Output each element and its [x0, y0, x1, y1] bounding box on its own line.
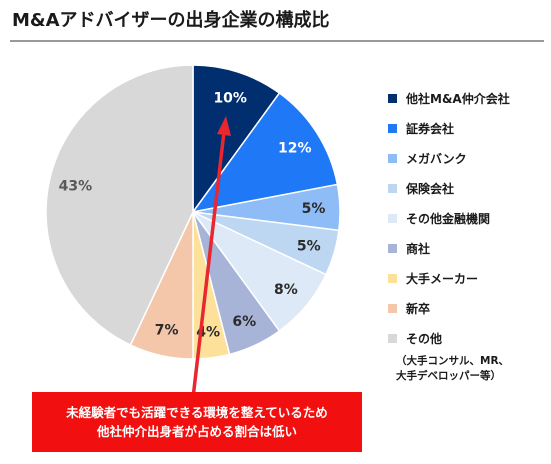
- legend-swatch: [388, 214, 397, 223]
- callout-line-1: 未経験者でも活躍できる環境を整えているため: [66, 405, 328, 420]
- title-underline: [10, 40, 544, 42]
- legend-label: 新卒: [406, 302, 431, 316]
- legend-label: 商社: [406, 242, 431, 256]
- legend-swatch: [388, 154, 397, 163]
- slice-label-8: 43%: [59, 179, 93, 195]
- legend-label: 証券会社: [406, 122, 455, 136]
- legend-swatch: [388, 334, 397, 343]
- legend-label: 他社M&A仲介会社: [406, 92, 510, 106]
- legend-swatch: [388, 244, 397, 253]
- callout-box: 未経験者でも活躍できる環境を整えているため 他社仲介出身者が占める割合は低い: [32, 392, 362, 452]
- slice-label-4: 8%: [274, 282, 298, 298]
- legend-swatch: [388, 304, 397, 313]
- legend-swatch: [388, 94, 397, 103]
- legend-label: 大手メーカー: [406, 272, 479, 286]
- slice-label-1: 12%: [278, 140, 312, 156]
- callout-arrow-line: [191, 131, 226, 399]
- pie-slice-0: [192, 64, 281, 215]
- legend-swatch: [388, 274, 397, 283]
- pie-slice-8: [45, 64, 194, 347]
- legend-label: その他: [406, 332, 443, 346]
- slice-label-5: 6%: [232, 314, 256, 330]
- legend-label: その他金融機関: [406, 212, 491, 226]
- slice-label-3: 5%: [297, 239, 321, 255]
- legend-label: 保険会社: [406, 182, 455, 196]
- legend-note: （大手コンサル、MR、 大手デベロッパー等）: [396, 354, 546, 384]
- callout-arrow-head: [217, 116, 231, 136]
- legend-note-line-2: 大手デベロッパー等）: [396, 370, 501, 382]
- chart-title: M&Aアドバイザーの出身企業の構成比: [12, 10, 330, 31]
- pie-slice-1: [191, 92, 339, 214]
- legend-note-line-1: （大手コンサル、MR、: [396, 355, 510, 367]
- legend-label: メガバンク: [406, 152, 467, 166]
- slice-label-0: 10%: [213, 90, 247, 106]
- legend-swatch: [388, 124, 397, 133]
- slice-label-7: 7%: [155, 323, 179, 339]
- legend-swatch: [388, 184, 397, 193]
- slice-label-2: 5%: [302, 201, 326, 217]
- callout-line-2: 他社仲介出身者が占める割合は低い: [96, 424, 297, 439]
